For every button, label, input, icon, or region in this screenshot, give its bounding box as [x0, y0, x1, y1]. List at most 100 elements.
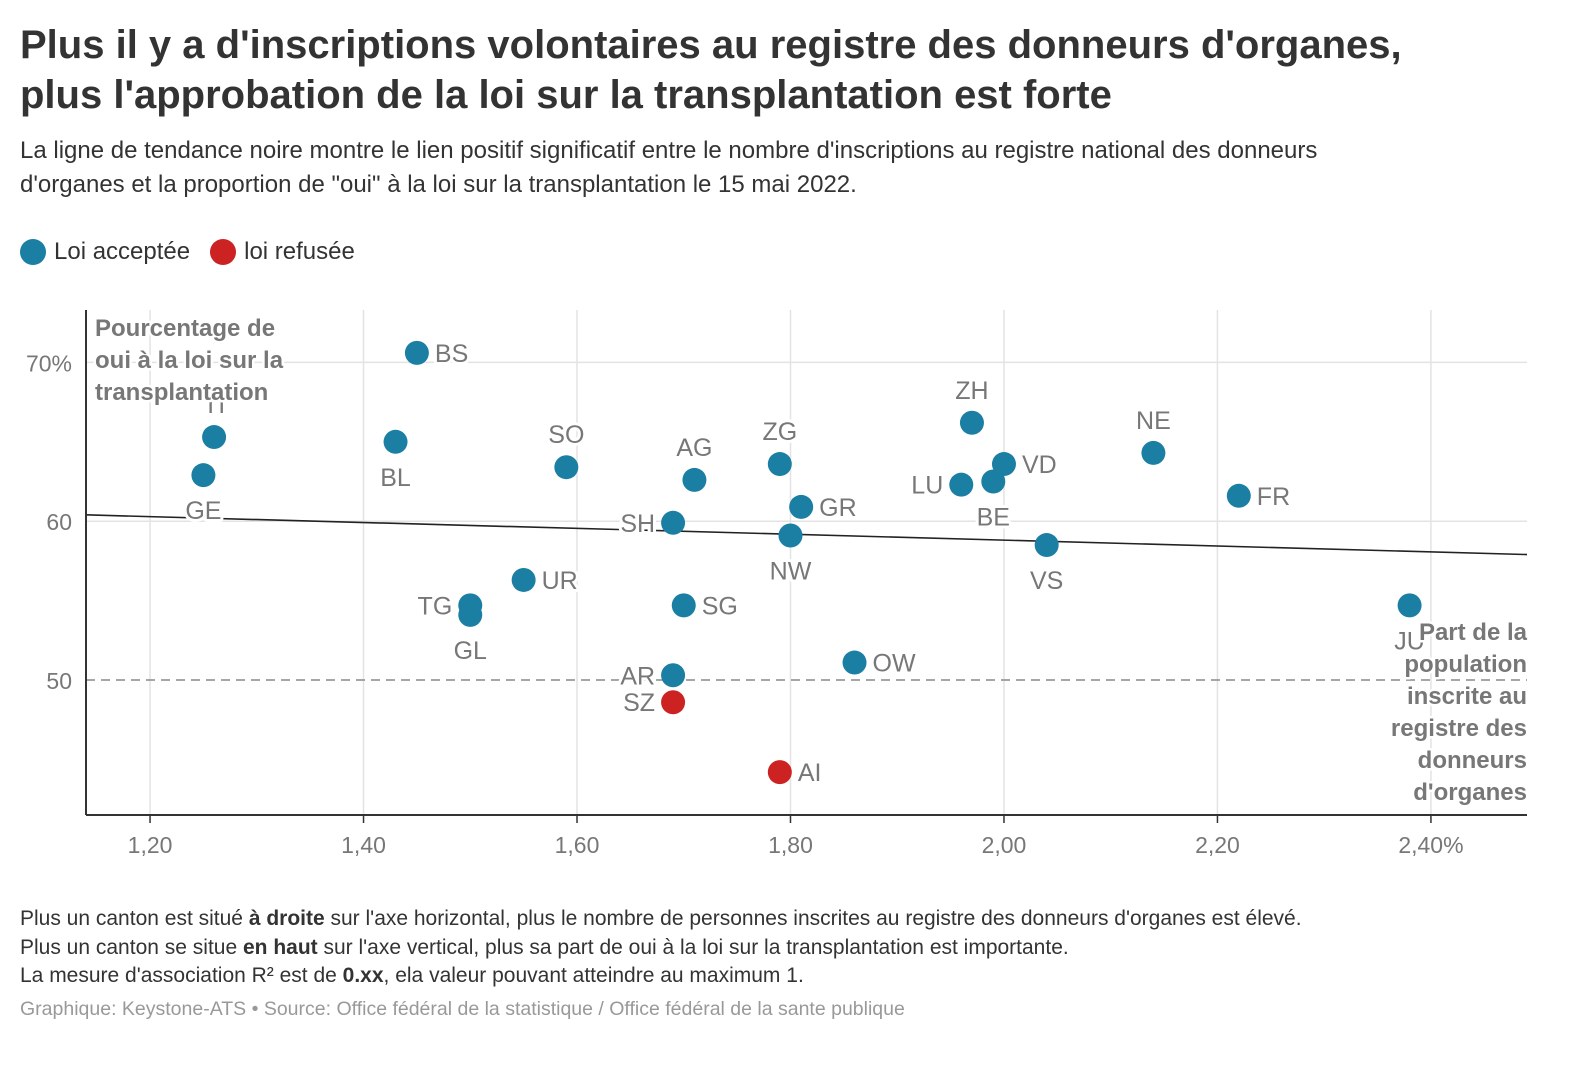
note-3-text-c: , ela valeur pouvant atteindre au maximu… — [383, 964, 804, 987]
x-tick-label: 1,40 — [341, 832, 386, 858]
chart-title: Plus il y a d'inscriptions volontaires a… — [20, 20, 1560, 120]
point-ju[interactable] — [1397, 593, 1422, 618]
point-label-ti: TI — [203, 391, 225, 419]
point-labels-layer: BS TI GE BL SO AG ZG SH GR NW ZH LU BE VD VS NE FR JU UR TG… — [182, 337, 1428, 790]
axis-layer: 1,20 1,40 1,60 1,80 2,00 2,20 2,40% 50 60 70% — [26, 310, 1527, 858]
chart-title-line-1: Plus il y a d'inscriptions volontaires a… — [20, 23, 1402, 67]
point-label-ar: AR — [620, 662, 655, 690]
legend-swatch-accepted — [20, 239, 46, 265]
trendline-layer — [85, 514, 1528, 556]
note-1-text-c: sur l'axe horizontal, plus le nombre de … — [324, 907, 1302, 930]
point-sg[interactable] — [671, 593, 696, 618]
point-label-sh: SH — [620, 510, 655, 538]
note-2-text-a: Plus un canton se situe — [20, 935, 243, 959]
x-tick-label: 1,60 — [555, 832, 600, 858]
point-label-vs: VS — [1030, 567, 1063, 595]
point-label-fr: FR — [1257, 483, 1290, 511]
point-label-tg: TG — [418, 592, 453, 620]
point-label-ag: AG — [676, 434, 712, 462]
point-label-ow: OW — [873, 650, 916, 678]
y-tick-label: 60 — [46, 509, 72, 535]
point-label-sz: SZ — [623, 689, 655, 717]
point-nw[interactable] — [778, 523, 803, 548]
point-so[interactable] — [554, 455, 579, 480]
point-label-gl: GL — [454, 637, 487, 665]
y-axis-title-line: oui à la loi sur la — [95, 347, 284, 374]
note-line-2: Plus un canton se situe en haut sur l'ax… — [20, 936, 1069, 959]
note-3-emphasis: 0.xx — [342, 964, 384, 987]
point-ow[interactable] — [842, 650, 867, 675]
x-axis-title-line: Part de la — [1419, 619, 1528, 646]
x-axis-title-line: registre des — [1391, 715, 1527, 742]
point-label-bs: BS — [435, 340, 468, 368]
x-axis-title-line: inscrite au — [1407, 683, 1527, 710]
point-label-zh: ZH — [955, 377, 988, 405]
chart-subtitle-line-2: d'organes et la proportion de "oui" à la… — [20, 171, 857, 198]
point-sz[interactable] — [661, 690, 686, 715]
source-credit: Graphique: Keystone-ATS • Source: Office… — [20, 998, 905, 1020]
legend-swatch-refused — [210, 239, 237, 265]
point-label-vd: VD — [1022, 451, 1057, 479]
note-line-3: La mesure d'association R² est de 0.xx, … — [20, 964, 804, 987]
point-ne[interactable] — [1141, 440, 1166, 465]
point-label-ur: UR — [542, 567, 578, 595]
point-label-be: BE — [977, 504, 1010, 532]
point-ur[interactable] — [511, 567, 536, 592]
point-label-gr: GR — [819, 494, 857, 522]
point-be[interactable] — [981, 469, 1006, 494]
x-axis-title-line: d'organes — [1413, 779, 1527, 806]
point-ag[interactable] — [682, 467, 707, 492]
note-2-emphasis: en haut — [242, 935, 318, 959]
point-label-nw: NW — [770, 558, 812, 586]
point-label-bl: BL — [380, 464, 411, 492]
note-3-text-a: La mesure d'association R² est de — [20, 964, 343, 987]
point-label-zg: ZG — [762, 418, 797, 446]
point-vd[interactable] — [991, 452, 1016, 477]
point-lu[interactable] — [949, 472, 974, 497]
chart-title-line-2: plus l'approbation de la loi sur la tran… — [20, 73, 1112, 117]
point-bs[interactable] — [404, 340, 429, 365]
legend-item-accepted: Loi acceptée — [20, 238, 190, 266]
x-tick-label: 2,40% — [1398, 832, 1463, 858]
point-bl[interactable] — [383, 429, 408, 454]
point-label-so: SO — [548, 421, 584, 449]
point-label-lu: LU — [911, 472, 943, 500]
point-sh[interactable] — [661, 510, 686, 535]
note-1-emphasis: à droite — [248, 907, 325, 930]
y-tick-label: 50 — [46, 668, 72, 694]
legend-label-accepted: Loi acceptée — [54, 238, 191, 265]
chart-subtitle-line-1: La ligne de tendance noire montre le lie… — [20, 137, 1318, 164]
x-tick-label: 1,80 — [768, 832, 813, 858]
legend-label-refused: loi refusée — [244, 238, 355, 265]
chart-notes: Plus un canton est situé à droite sur l'… — [20, 905, 1550, 991]
point-ti[interactable] — [202, 425, 227, 450]
x-tick-label: 2,00 — [982, 832, 1027, 858]
point-gl[interactable] — [458, 602, 483, 627]
axis-titles-layer: Pourcentage de oui à la loi sur la transpl… — [93, 313, 1531, 809]
x-axis-title-line: population — [1404, 651, 1527, 678]
grid-layer — [86, 310, 1527, 815]
x-axis-title-line: donneurs — [1418, 747, 1527, 774]
point-label-ne: NE — [1136, 407, 1171, 435]
point-label-ju: JU — [1394, 627, 1425, 655]
point-ge[interactable] — [191, 463, 216, 488]
note-1-text-a: Plus un canton est situé — [20, 907, 249, 930]
point-ar[interactable] — [661, 663, 686, 688]
point-ai[interactable] — [767, 760, 792, 785]
note-line-1: Plus un canton est situé à droite sur l'… — [20, 907, 1302, 930]
point-gr[interactable] — [789, 494, 814, 519]
y-axis-title-line: transplantation — [95, 379, 268, 406]
point-label-sg: SG — [702, 592, 738, 620]
point-vs[interactable] — [1034, 533, 1059, 558]
point-label-ge: GE — [185, 497, 221, 525]
trendline — [85, 514, 1528, 556]
legend-item-refused: loi refusée — [210, 238, 355, 266]
scatter-chart: 1,20 1,40 1,60 1,80 2,00 2,20 2,40% 50 60 70% BS T… — [26, 310, 1531, 858]
point-zg[interactable] — [767, 452, 792, 477]
y-tick-label: 70% — [26, 350, 72, 376]
chart-legend: Loi acceptée loi refusée — [20, 234, 375, 270]
point-zh[interactable] — [959, 410, 984, 435]
note-2-text-c: sur l'axe vertical, plus sa part de oui … — [317, 935, 1069, 959]
point-label-ai: AI — [798, 759, 822, 787]
point-fr[interactable] — [1226, 483, 1251, 508]
